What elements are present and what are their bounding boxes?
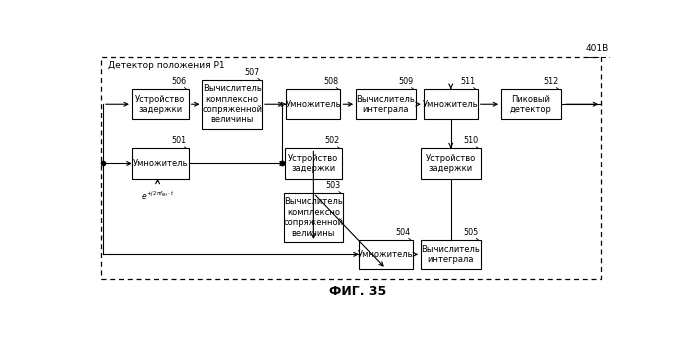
FancyBboxPatch shape (202, 80, 262, 129)
Text: 512: 512 (543, 77, 558, 86)
FancyBboxPatch shape (421, 240, 480, 269)
Text: Устройство
задержки: Устройство задержки (135, 94, 186, 114)
FancyBboxPatch shape (283, 193, 343, 242)
FancyBboxPatch shape (286, 89, 341, 119)
Text: 504: 504 (396, 228, 410, 237)
Text: Вычислитель
комплексно
сопряженной
величины: Вычислитель комплексно сопряженной велич… (202, 84, 262, 124)
FancyBboxPatch shape (356, 89, 415, 119)
FancyBboxPatch shape (132, 89, 188, 119)
Text: Пиковый
детектор: Пиковый детектор (510, 94, 551, 114)
Text: 505: 505 (463, 228, 478, 237)
Text: 507: 507 (244, 68, 260, 77)
Text: 503: 503 (326, 181, 341, 190)
Text: Устройство
задержки: Устройство задержки (288, 154, 339, 173)
FancyBboxPatch shape (285, 148, 342, 179)
Text: ФИГ. 35: ФИГ. 35 (329, 285, 387, 298)
Text: Вычислитель
комплексно
сопряженной
величины: Вычислитель комплексно сопряженной велич… (283, 197, 343, 238)
Text: 401В: 401В (586, 44, 609, 53)
FancyBboxPatch shape (501, 89, 560, 119)
Text: 508: 508 (323, 77, 339, 86)
FancyBboxPatch shape (359, 240, 413, 269)
FancyBboxPatch shape (132, 148, 188, 179)
Text: Вычислитель
интеграла: Вычислитель интеграла (422, 245, 480, 264)
Text: Умножитель: Умножитель (423, 100, 479, 109)
Text: Устройство
задержки: Устройство задержки (426, 154, 476, 173)
FancyBboxPatch shape (424, 89, 478, 119)
Text: Умножитель: Умножитель (133, 159, 188, 168)
Text: 510: 510 (463, 136, 478, 145)
Text: 509: 509 (398, 77, 413, 86)
Text: Вычислитель
интеграла: Вычислитель интеграла (357, 94, 415, 114)
Text: Детектор положения P1: Детектор положения P1 (107, 61, 225, 70)
Text: Умножитель: Умножитель (358, 250, 414, 259)
FancyBboxPatch shape (421, 148, 480, 179)
Text: 506: 506 (172, 77, 186, 86)
Text: $e^{+j\,2\pi f_{BH}\cdot t}$: $e^{+j\,2\pi f_{BH}\cdot t}$ (140, 189, 174, 201)
Text: 511: 511 (461, 77, 475, 86)
Text: 502: 502 (325, 136, 340, 145)
Text: 501: 501 (172, 136, 186, 145)
Text: Умножитель: Умножитель (285, 100, 341, 109)
